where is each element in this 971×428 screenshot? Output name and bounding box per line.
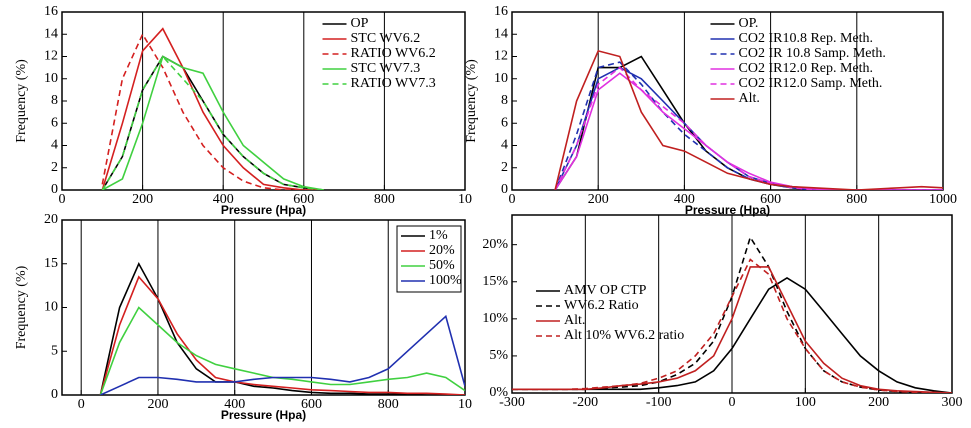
x-tick-label: 400	[213, 192, 234, 207]
y-tick-label: 20	[44, 212, 58, 227]
y-tick-label: 4	[501, 138, 508, 153]
y-tick-label: 14	[44, 26, 58, 41]
series-line	[554, 66, 943, 190]
x-tick-label: 200	[132, 192, 153, 207]
y-axis-label: Frequency (%)	[464, 59, 479, 143]
legend-label: 100%	[429, 273, 462, 288]
legend-label: 50%	[429, 258, 455, 273]
x-tick-label: 0	[78, 397, 85, 412]
y-tick-label: 0	[51, 182, 58, 197]
x-tick-label: 200	[868, 395, 889, 410]
x-tick-label: 800	[378, 397, 399, 412]
x-tick-label: 400	[224, 397, 245, 412]
y-tick-label: 0	[51, 387, 58, 402]
x-tick-label: 800	[374, 192, 395, 207]
chart-panel: 0 200 400 600 800 1000 0 2 4 6 8 10 12 14 16 Pressure (…	[464, 4, 957, 217]
legend-label: 1%	[429, 228, 448, 243]
legend-label: Alt.	[564, 313, 585, 328]
series-line	[554, 72, 943, 190]
legend-label: Alt 10% WV6.2 ratio	[564, 328, 684, 343]
legend-label: CO2 IR12.0 Samp. Meth.	[739, 76, 883, 91]
plot-frame	[61, 219, 466, 396]
legend-label: RATIO WV7.3	[351, 76, 436, 91]
series-line	[554, 61, 943, 190]
series-line	[101, 55, 325, 190]
y-tick-label: 4	[51, 138, 58, 153]
y-tick-label: 2	[501, 160, 508, 175]
x-tick-label: 100	[795, 395, 816, 410]
y-tick-label: 16	[494, 4, 508, 19]
x-tick-label: 600	[293, 192, 314, 207]
plot-frame	[61, 11, 466, 191]
legend-label: Alt.	[739, 91, 760, 106]
x-tick-label: 0	[509, 192, 516, 207]
x-tick-label: -100	[646, 395, 672, 410]
legend-label: WV6.2 Ratio	[564, 298, 639, 313]
x-tick-label: 10	[458, 192, 472, 207]
x-tick-label: 10	[458, 397, 472, 412]
x-tick-label: 400	[674, 192, 695, 207]
y-tick-label: 6	[51, 115, 58, 130]
x-tick-label: 0	[729, 395, 736, 410]
y-tick-label: 10	[44, 71, 58, 86]
y-tick-label: 14	[494, 26, 508, 41]
series-line	[99, 306, 465, 395]
y-tick-label: 12	[44, 49, 58, 64]
chart-panel: 0 200 400 600 800 10 0 2 4 6 8 10 12 14 16 Pressure (Hp…	[14, 4, 472, 217]
legend-label: CO2 IR10.8 Rep. Meth.	[739, 31, 874, 46]
y-tick-label: 12	[494, 49, 508, 64]
y-tick-label: 6	[501, 115, 508, 130]
x-tick-label: 0	[59, 192, 66, 207]
y-tick-label: 5%	[489, 348, 508, 363]
legend-label: CO2 IR 10.8 Samp. Meth.	[739, 46, 886, 61]
y-tick-label: 20%	[482, 237, 508, 252]
y-tick-label: 0%	[489, 385, 508, 400]
x-tick-label: -300	[499, 395, 525, 410]
x-axis-label: Pressure (Hpa)	[221, 408, 306, 422]
y-axis-label: Frequency (%)	[14, 265, 29, 349]
y-tick-label: 2	[51, 160, 58, 175]
y-tick-label: 15	[44, 256, 58, 271]
chart-panel: -300 -200 -100 0 100 200 300 0% 5% 10% 15% 20% AMV O…	[482, 214, 963, 410]
x-tick-label: 200	[147, 397, 168, 412]
legend-label: 20%	[429, 243, 455, 258]
chart-panel: 0 200 400 600 800 10 0 5 10 15 20 Pressure (Hpa) Fre…	[14, 212, 472, 422]
series-line	[554, 49, 943, 190]
x-tick-label: 800	[846, 192, 867, 207]
series-line	[101, 55, 324, 190]
x-tick-label: 600	[301, 397, 322, 412]
y-tick-label: 10%	[482, 311, 508, 326]
legend-label: OP	[351, 16, 369, 31]
legend-label: RATIO WV6.2	[351, 46, 436, 61]
y-axis-label: Frequency (%)	[14, 59, 29, 143]
legend-label: CO2 IR12.0 Rep. Meth.	[739, 61, 874, 76]
series-line	[99, 275, 465, 395]
y-tick-label: 16	[44, 4, 58, 19]
y-tick-label: 8	[501, 93, 508, 108]
series-line	[512, 258, 952, 393]
legend-label: STC WV6.2	[351, 31, 421, 46]
y-tick-label: 10	[494, 71, 508, 86]
y-tick-label: 0	[501, 182, 508, 197]
x-tick-label: 300	[942, 395, 963, 410]
y-tick-label: 10	[44, 300, 58, 315]
x-tick-label: -200	[572, 395, 598, 410]
x-tick-label: 1000	[929, 192, 957, 207]
x-tick-label: 200	[588, 192, 609, 207]
legend-label: STC WV7.3	[351, 61, 421, 76]
legend-label: AMV OP CTP	[564, 283, 647, 298]
plot-frame	[511, 214, 953, 394]
y-tick-label: 15%	[482, 274, 508, 289]
series-line	[100, 314, 465, 395]
y-tick-label: 5	[51, 343, 58, 358]
x-axis-label: Pressure (Hpa)	[685, 203, 770, 217]
y-tick-label: 8	[51, 93, 58, 108]
legend-label: OP.	[739, 16, 759, 31]
x-tick-label: 600	[760, 192, 781, 207]
x-axis-label: Pressure (Hpa)	[221, 203, 306, 217]
series-line	[101, 27, 324, 190]
plot-frame	[511, 11, 944, 191]
